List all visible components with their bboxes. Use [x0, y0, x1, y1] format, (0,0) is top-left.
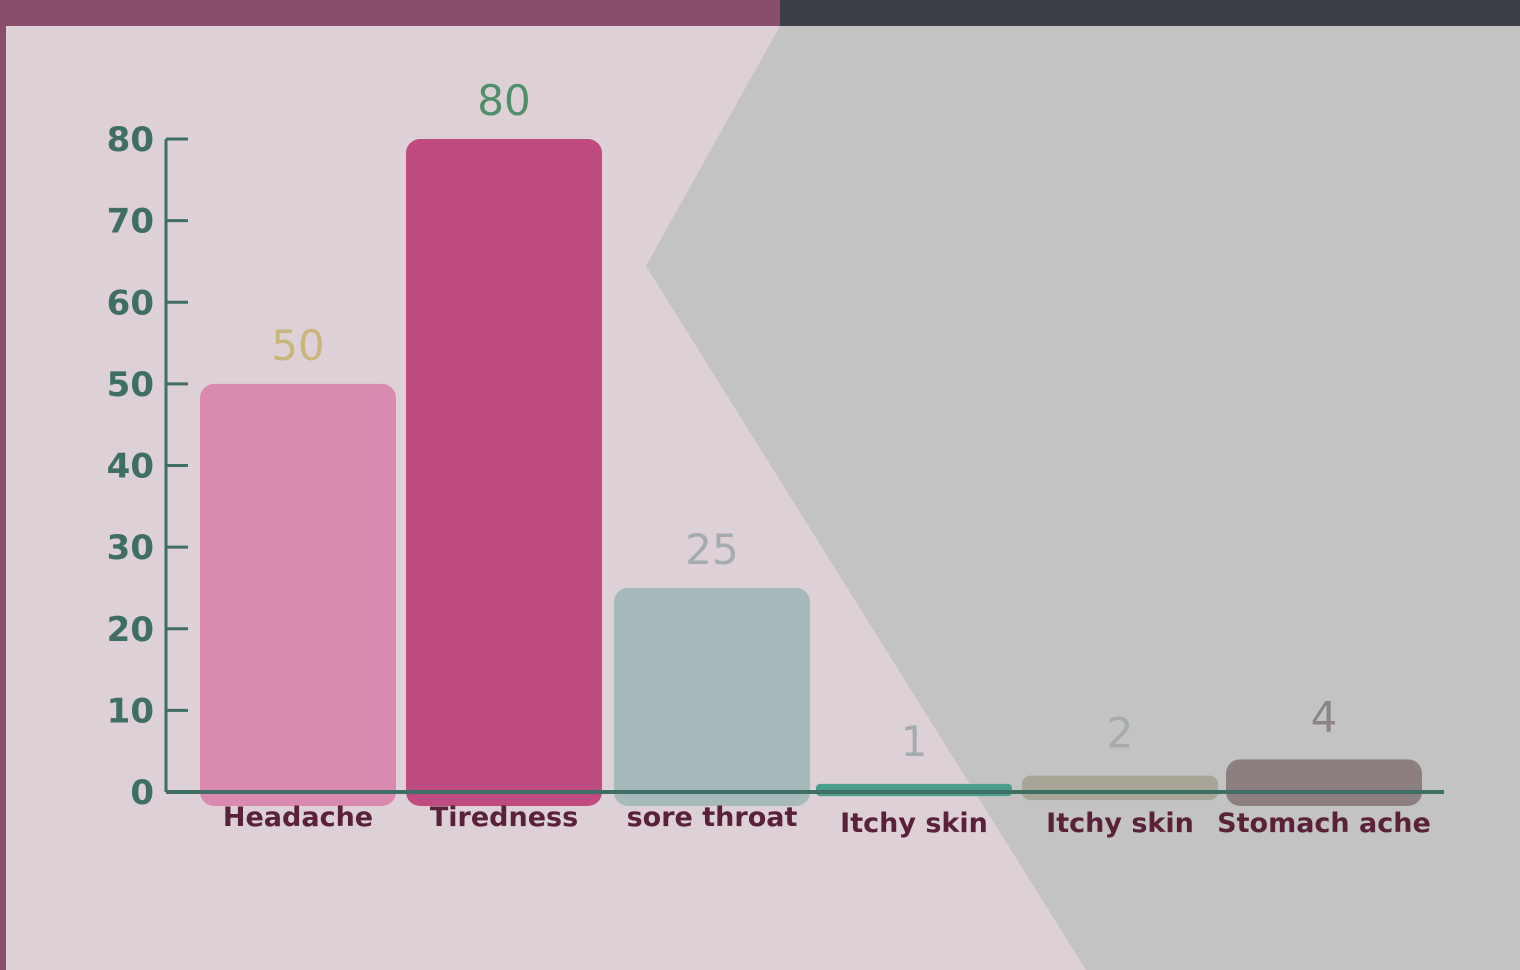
bar	[1022, 776, 1218, 800]
y-tick-label: 20	[107, 610, 154, 650]
chart-panel: 0 10 20 30 40 50 60 70 80 Headache Tiredness sore …	[6, 26, 1520, 970]
data-label: 2	[1107, 709, 1134, 758]
y-tick-label: 50	[107, 365, 154, 405]
bar	[1226, 759, 1422, 806]
data-label: 50	[271, 321, 324, 370]
bar	[406, 139, 602, 806]
top-bar-right	[780, 0, 1520, 26]
data-label: 80	[477, 76, 530, 125]
bar	[816, 784, 1012, 796]
bar	[614, 588, 810, 806]
y-tick-label: 10	[107, 691, 154, 731]
category-label: Itchy skin	[840, 808, 988, 839]
bars	[200, 139, 1422, 806]
category-label: Stomach ache	[1217, 808, 1431, 839]
y-tick-label: 70	[107, 202, 154, 242]
category-label: sore throat	[627, 802, 798, 833]
data-label: 1	[901, 717, 928, 766]
data-label: 4	[1311, 692, 1338, 741]
y-axis: 0 10 20 30 40 50 60 70 80	[107, 120, 188, 813]
y-tick-label: 80	[107, 120, 154, 160]
y-tick-label: 60	[107, 283, 154, 323]
y-tick-label: 30	[107, 528, 154, 568]
bar	[200, 384, 396, 806]
data-label: 25	[685, 525, 738, 574]
category-label: Headache	[223, 802, 373, 833]
top-bar-left	[0, 0, 800, 26]
bar-chart: 0 10 20 30 40 50 60 70 80 Headache Tiredness sore …	[6, 26, 1520, 970]
y-tick-label: 40	[107, 447, 154, 487]
category-label: Tiredness	[430, 802, 578, 833]
y-tick-label: 0	[130, 773, 154, 813]
category-label: Itchy skin	[1046, 808, 1194, 839]
